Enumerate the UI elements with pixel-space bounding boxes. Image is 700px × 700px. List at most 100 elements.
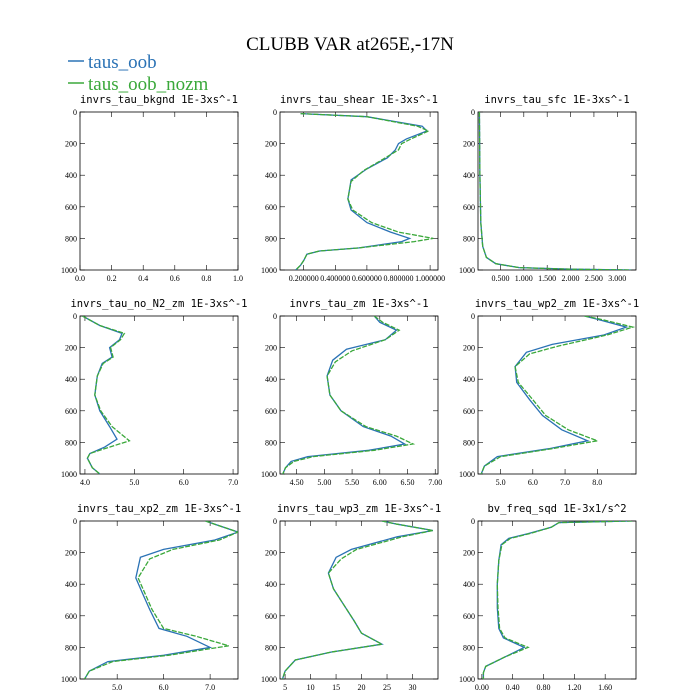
y-tick-label: 600: [265, 203, 277, 212]
y-tick-label: 1000: [261, 470, 277, 479]
series-line-taus-oob-nozm: [478, 112, 632, 270]
y-tick-label: 800: [65, 234, 77, 243]
x-tick-label: 0.500: [491, 274, 509, 283]
y-tick-label: 1000: [61, 675, 77, 684]
series-line-taus-oob-nozm: [480, 316, 636, 474]
panel-title: invrs_tau_shear 1E-3xs^-1: [280, 94, 438, 106]
x-tick-label: 0.800000: [384, 274, 414, 283]
series-line-taus-oob: [478, 112, 632, 270]
y-tick-label: 600: [65, 407, 77, 416]
x-tick-label: 4.0: [80, 478, 90, 487]
x-tick-label: 30: [409, 683, 417, 692]
panel-title: invrs_tau_wp3_zm 1E-3xs^-1: [277, 503, 441, 515]
series-line-taus-oob: [482, 521, 633, 679]
x-tick-label: 1.500: [538, 274, 556, 283]
y-tick-label: 800: [463, 643, 475, 652]
panel-title: bv_freq_sqd 1E-3x1/s^2: [487, 503, 626, 515]
x-tick-label: 5.0: [496, 478, 506, 487]
x-tick-label: 6.00: [373, 478, 387, 487]
plot-frame: [79, 315, 239, 475]
y-tick-label: 600: [463, 612, 475, 621]
panel-invrs-tau-wp2-zm: invrs_tau_wp2_zm 1E-3xs^-1 5.0 6.0 7.0 8.0 0 2…: [459, 298, 639, 487]
y-tick-label: 800: [265, 438, 277, 447]
y-tick-label: 400: [463, 171, 475, 180]
x-tick-label: 5.0: [112, 683, 122, 692]
y-tick-label: 200: [265, 140, 277, 149]
x-tick-label: 0.200000: [289, 274, 319, 283]
panel-title: invrs_tau_no_N2_zm 1E-3xs^-1: [70, 298, 247, 310]
x-tick-label: 5: [283, 683, 287, 692]
series-line-taus-oob: [82, 316, 123, 474]
y-tick-label: 200: [463, 344, 475, 353]
legend: taus_oob taus_oob_nozm: [68, 52, 209, 95]
panel-invrs-tau-wp3-zm: invrs_tau_wp3_zm 1E-3xs^-1 5 10 15 20 25 30 0 20…: [261, 503, 441, 692]
series-line-taus-oob-nozm: [281, 521, 434, 679]
y-tick-label: 200: [463, 549, 475, 558]
y-tick-label: 800: [265, 234, 277, 243]
x-tick-label: 1.000: [515, 274, 533, 283]
x-tick-label: 4.50: [290, 478, 304, 487]
y-tick-label: 1000: [61, 266, 77, 275]
y-tick-label: 400: [463, 375, 475, 384]
plot-frame: [477, 315, 637, 475]
panel-invrs-tau-sfc: invrs_tau_sfc 1E-3xs^-1 0.500 1.000 1.500 2.…: [459, 94, 637, 283]
y-tick-label: 1000: [61, 470, 77, 479]
series-line-taus-oob: [295, 112, 429, 270]
y-tick-label: 800: [65, 438, 77, 447]
series-line-taus-oob: [281, 521, 434, 679]
x-tick-label: 0.80: [537, 683, 551, 692]
x-tick-label: 7.00: [428, 478, 442, 487]
y-tick-label: 0: [73, 517, 77, 526]
x-tick-label: 0.400000: [320, 274, 350, 283]
series-line-taus-oob-nozm: [295, 112, 434, 270]
panel-invrs-tau-bkgnd: invrs_tau_bkgnd 1E-3xs^-1 0.0 0.2 0.4 0.6 0.8…: [61, 94, 243, 283]
y-tick-label: 0: [73, 108, 77, 117]
x-tick-label: 6.0: [179, 478, 189, 487]
y-tick-label: 200: [265, 549, 277, 558]
x-tick-label: 0.00: [475, 683, 489, 692]
x-tick-label: 0.8: [201, 274, 211, 283]
x-tick-label: 5.0: [129, 478, 139, 487]
series-line-taus-oob-nozm: [82, 316, 131, 474]
x-tick-label: 0.2: [107, 274, 117, 283]
y-tick-label: 0: [73, 312, 77, 321]
y-tick-label: 200: [65, 140, 77, 149]
x-tick-label: 7.0: [560, 478, 570, 487]
y-tick-label: 200: [265, 344, 277, 353]
series-line-taus-oob: [282, 316, 407, 474]
y-tick-label: 1000: [459, 470, 475, 479]
y-tick-label: 400: [65, 580, 77, 589]
x-tick-label: 25: [383, 683, 391, 692]
x-tick-label: 8.0: [592, 478, 602, 487]
plot-frame: [79, 520, 239, 680]
panel-title: invrs_tau_zm 1E-3xs^-1: [289, 298, 428, 310]
series-line-taus-oob: [84, 521, 238, 679]
x-tick-label: 0.0: [75, 274, 85, 283]
x-tick-label: 5.00: [317, 478, 331, 487]
panel-grid: invrs_tau_bkgnd 1E-3xs^-1 0.0 0.2 0.4 0.6 0.8…: [61, 94, 639, 692]
x-tick-label: 2.500: [585, 274, 603, 283]
y-tick-label: 0: [471, 517, 475, 526]
y-tick-label: 200: [65, 344, 77, 353]
panel-title: invrs_tau_wp2_zm 1E-3xs^-1: [475, 298, 639, 310]
y-tick-label: 600: [65, 612, 77, 621]
x-tick-label: 0.4: [138, 274, 148, 283]
x-tick-label: 7.0: [228, 478, 238, 487]
plot-frame: [79, 111, 239, 271]
x-tick-label: 1.60: [598, 683, 612, 692]
y-tick-label: 0: [273, 517, 277, 526]
y-tick-label: 800: [463, 234, 475, 243]
plot-frame: [279, 111, 439, 271]
y-tick-label: 0: [273, 108, 277, 117]
legend-label-taus-oob-nozm: taus_oob_nozm: [88, 74, 209, 95]
y-tick-label: 400: [265, 375, 277, 384]
panel-title: invrs_tau_xp2_zm 1E-3xs^-1: [77, 503, 241, 515]
y-tick-label: 0: [471, 108, 475, 117]
y-tick-label: 0: [273, 312, 277, 321]
x-tick-label: 1.000000: [415, 274, 445, 283]
x-tick-label: 2.000: [562, 274, 580, 283]
y-tick-label: 800: [65, 643, 77, 652]
x-tick-label: 6.50: [401, 478, 415, 487]
x-tick-label: 5.50: [345, 478, 359, 487]
